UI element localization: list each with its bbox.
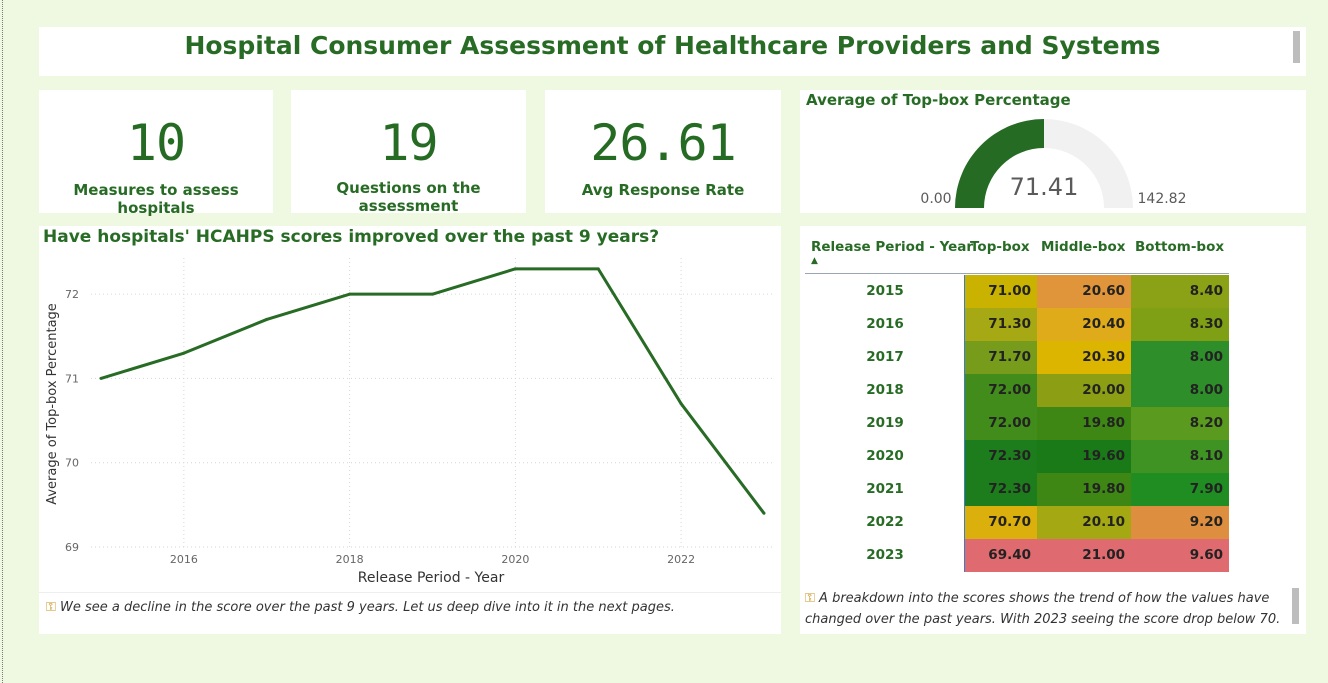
matrix-cell-top: 72.00 bbox=[965, 407, 1037, 440]
matrix-year-cell: 2020 bbox=[866, 448, 904, 464]
key-icon: ⚿ bbox=[805, 591, 815, 606]
series-point bbox=[596, 267, 600, 271]
matrix-cell-middle: 20.60 bbox=[1037, 275, 1131, 308]
matrix-year-cell: 2018 bbox=[866, 382, 904, 398]
divider bbox=[39, 592, 781, 593]
x-axis-title: Release Period - Year bbox=[358, 570, 505, 586]
series-point bbox=[513, 267, 517, 271]
matrix-header-top[interactable]: Top-box bbox=[970, 239, 1030, 255]
matrix-cell-middle: 20.40 bbox=[1037, 308, 1131, 341]
matrix-year-cell: 2023 bbox=[866, 547, 904, 563]
kpi-label: Avg Response Rate bbox=[581, 181, 745, 199]
matrix-year-cell: 2015 bbox=[866, 283, 904, 299]
matrix-header-middle[interactable]: Middle-box bbox=[1041, 239, 1126, 255]
matrix-cell-middle: 19.80 bbox=[1037, 407, 1131, 440]
series-point bbox=[348, 292, 352, 296]
matrix-cell-top: 70.70 bbox=[965, 506, 1037, 539]
matrix-year-cell: 2022 bbox=[866, 514, 904, 530]
page-title: Hospital Consumer Assessment of Healthca… bbox=[184, 31, 1161, 60]
y-tick-label: 69 bbox=[65, 541, 79, 554]
gauge-svg: 71.41 0.00 142.82 bbox=[920, 119, 1187, 208]
kpi-card-questions: 19 Questions on the assessment bbox=[291, 90, 526, 215]
x-tick-label: 2022 bbox=[667, 553, 695, 566]
x-tick-label: 2016 bbox=[170, 553, 198, 566]
gauge-fill bbox=[955, 119, 1044, 208]
matrix-cell-bottom: 8.00 bbox=[1131, 341, 1229, 374]
matrix-cell-bottom: 9.20 bbox=[1131, 506, 1229, 539]
kpi-value: 26.61 bbox=[590, 114, 737, 172]
matrix-header-bottom[interactable]: Bottom-box bbox=[1135, 239, 1225, 255]
matrix-cell-middle: 21.00 bbox=[1037, 539, 1131, 572]
series-point bbox=[182, 351, 186, 355]
kpi-card-measures: 10 Measures to assess hospitals bbox=[39, 90, 273, 217]
line-chart-note: ⚿ We see a decline in the score over the… bbox=[46, 597, 766, 618]
matrix-cell-top: 72.30 bbox=[965, 473, 1037, 506]
line-chart-note-text: We see a decline in the score over the p… bbox=[60, 600, 675, 615]
canvas-border bbox=[2, 0, 3, 683]
series-point bbox=[265, 317, 269, 321]
key-icon: ⚿ bbox=[46, 600, 56, 615]
gauge-min-label: 0.00 bbox=[920, 191, 951, 207]
kpi-label: Questions on the assessment bbox=[336, 179, 481, 215]
gauge-title: Average of Top-box Percentage bbox=[806, 91, 1071, 109]
gauge-track bbox=[1044, 119, 1133, 208]
matrix-year-cell: 2019 bbox=[866, 415, 904, 431]
matrix-cell-middle: 19.80 bbox=[1037, 473, 1131, 506]
matrix-cell-top: 71.30 bbox=[965, 308, 1037, 341]
matrix-cell-middle: 20.00 bbox=[1037, 374, 1131, 407]
kpi-card-response-rate: 26.61 Avg Response Rate bbox=[545, 90, 781, 213]
matrix-card: Release Period - Year Top-box Middle-box… bbox=[800, 226, 1306, 634]
kpi-label: Measures to assess hospitals bbox=[73, 181, 239, 217]
gauge-max-label: 142.82 bbox=[1138, 191, 1187, 207]
series-point bbox=[99, 376, 103, 380]
matrix-cell-middle: 20.10 bbox=[1037, 506, 1131, 539]
matrix-cell-bottom: 9.60 bbox=[1131, 539, 1229, 572]
matrix-note-text: A breakdown into the scores shows the tr… bbox=[805, 591, 1281, 627]
title-card: Hospital Consumer Assessment of Healthca… bbox=[39, 27, 1306, 76]
matrix-cell-top: 72.00 bbox=[965, 374, 1037, 407]
x-tick-label: 2020 bbox=[501, 553, 529, 566]
series-point bbox=[762, 511, 766, 515]
matrix-cell-bottom: 7.90 bbox=[1131, 473, 1229, 506]
series-point bbox=[431, 292, 434, 296]
score-matrix: Release Period - Year Top-box Middle-box… bbox=[805, 239, 1235, 589]
matrix-cell-middle: 19.60 bbox=[1037, 440, 1131, 473]
matrix-cell-top: 72.30 bbox=[965, 440, 1037, 473]
matrix-note: ⚿ A breakdown into the scores shows the … bbox=[805, 588, 1285, 630]
line-chart-svg: 69 70 71 72 2016 2018 2020 2022 Release Period … bbox=[45, 258, 772, 586]
matrix-body: 2015 71.00 20.60 8.40 2016 71.30 20.40 8.30 2017… bbox=[805, 275, 1235, 575]
matrix-cell-top: 71.70 bbox=[965, 341, 1037, 374]
matrix-cell-bottom: 8.30 bbox=[1131, 308, 1229, 341]
kpi-value: 19 bbox=[379, 114, 438, 172]
matrix-year-cell: 2017 bbox=[866, 349, 904, 365]
series-point bbox=[679, 402, 683, 406]
y-tick-label: 71 bbox=[65, 372, 79, 385]
kpi-value: 10 bbox=[126, 114, 186, 172]
series-line bbox=[100, 267, 766, 515]
y-tick-label: 70 bbox=[65, 457, 79, 470]
gauge-card: Average of Top-box Percentage 71.41 0.00… bbox=[800, 90, 1306, 213]
matrix-cell-bottom: 8.40 bbox=[1131, 275, 1229, 308]
line-chart-card: Have hospitals' HCAHPS scores improved o… bbox=[39, 226, 781, 634]
matrix-cell-top: 69.40 bbox=[965, 539, 1037, 572]
y-tick-label: 72 bbox=[65, 288, 79, 301]
matrix-header-year[interactable]: Release Period - Year bbox=[811, 239, 974, 255]
matrix-year-cell: 2021 bbox=[866, 481, 904, 497]
x-tick-label: 2018 bbox=[336, 553, 364, 566]
scrollbar-handle[interactable] bbox=[1293, 31, 1300, 63]
matrix-cell-bottom: 8.20 bbox=[1131, 407, 1229, 440]
line-chart-title: Have hospitals' HCAHPS scores improved o… bbox=[43, 227, 660, 247]
matrix-cell-bottom: 8.10 bbox=[1131, 440, 1229, 473]
matrix-column-separator bbox=[964, 275, 965, 572]
scrollbar-handle[interactable] bbox=[1292, 588, 1299, 624]
header-underline bbox=[805, 273, 1229, 274]
sort-arrow-icon[interactable]: ▲ bbox=[811, 256, 818, 266]
matrix-year-cell: 2016 bbox=[866, 316, 904, 332]
gauge-value-label: 71.41 bbox=[1010, 173, 1079, 201]
y-axis-title: Average of Top-box Percentage bbox=[45, 303, 60, 505]
matrix-cell-top: 71.00 bbox=[965, 275, 1037, 308]
matrix-cell-bottom: 8.00 bbox=[1131, 374, 1229, 407]
matrix-cell-middle: 20.30 bbox=[1037, 341, 1131, 374]
